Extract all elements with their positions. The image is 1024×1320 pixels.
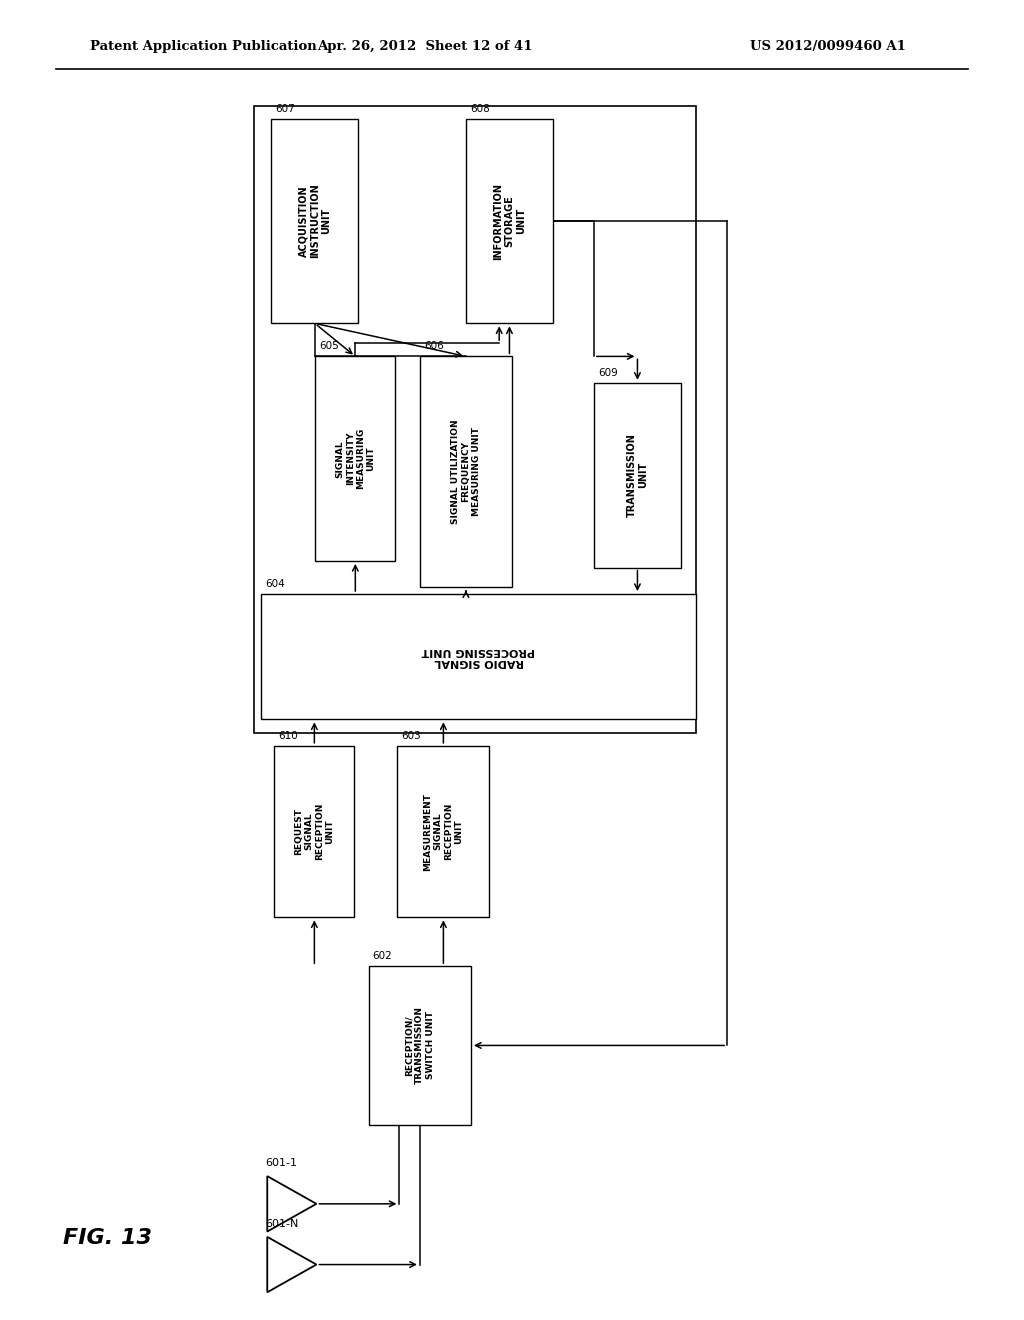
Text: SIGNAL UTILIZATION
FREQUENCY
MEASURING UNIT: SIGNAL UTILIZATION FREQUENCY MEASURING U… [451,420,481,524]
FancyBboxPatch shape [420,356,512,587]
Text: 601-N: 601-N [265,1218,299,1229]
Text: 606: 606 [424,341,443,351]
Text: 603: 603 [401,730,421,741]
Text: RADIO SIGNAL
PROCESSING UNIT: RADIO SIGNAL PROCESSING UNIT [422,645,536,668]
FancyBboxPatch shape [274,746,354,917]
Text: FIG. 13: FIG. 13 [63,1228,152,1249]
FancyBboxPatch shape [594,383,681,568]
Text: 604: 604 [265,578,285,589]
Text: Patent Application Publication: Patent Application Publication [90,41,316,53]
Text: 610: 610 [279,730,298,741]
Text: ACQUISITION
INSTRUCTION
UNIT: ACQUISITION INSTRUCTION UNIT [298,183,332,259]
FancyBboxPatch shape [369,966,471,1125]
FancyBboxPatch shape [261,594,696,719]
Text: INFORMATION
STORAGE
UNIT: INFORMATION STORAGE UNIT [493,182,526,260]
FancyBboxPatch shape [271,119,358,323]
FancyBboxPatch shape [466,119,553,323]
Text: MEASUREMENT
SIGNAL
RECEPTION
UNIT: MEASUREMENT SIGNAL RECEPTION UNIT [423,792,464,871]
Text: 607: 607 [275,103,295,114]
Text: RECEPTION/
TRANSMISSION
SWITCH UNIT: RECEPTION/ TRANSMISSION SWITCH UNIT [404,1006,435,1085]
Text: Apr. 26, 2012  Sheet 12 of 41: Apr. 26, 2012 Sheet 12 of 41 [317,41,532,53]
Text: 601-1: 601-1 [265,1158,297,1168]
Text: 609: 609 [598,367,617,378]
Text: 608: 608 [470,103,489,114]
Text: REQUEST
SIGNAL
RECEPTION
UNIT: REQUEST SIGNAL RECEPTION UNIT [294,803,335,861]
Text: US 2012/0099460 A1: US 2012/0099460 A1 [751,41,906,53]
Text: SIGNAL
INTENSITY
MEASURING
UNIT: SIGNAL INTENSITY MEASURING UNIT [335,428,376,490]
FancyBboxPatch shape [315,356,395,561]
Text: 602: 602 [373,950,392,961]
Text: TRANSMISSION
UNIT: TRANSMISSION UNIT [627,433,648,517]
Text: 605: 605 [319,341,339,351]
FancyBboxPatch shape [397,746,489,917]
